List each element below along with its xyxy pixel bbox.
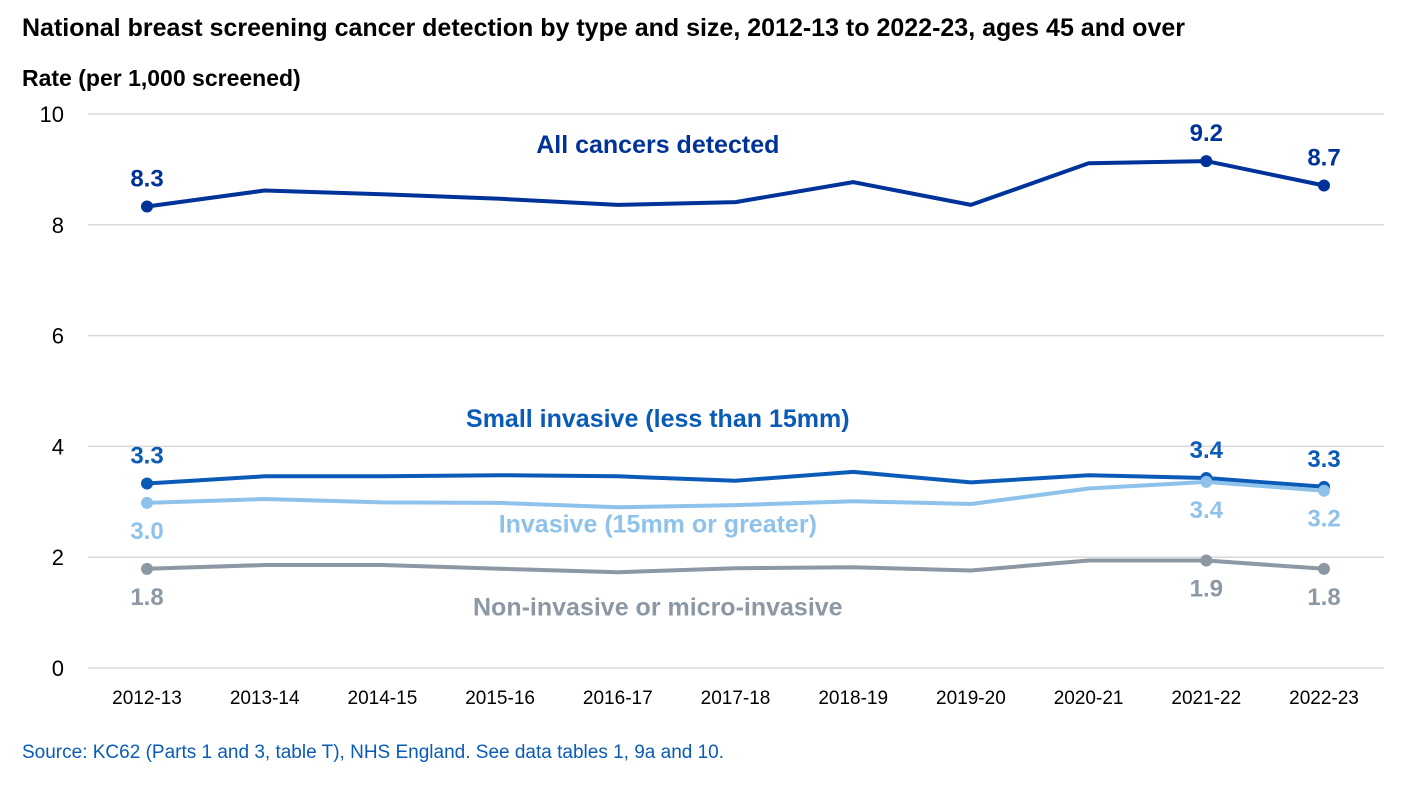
series-name-label: All cancers detected — [536, 131, 779, 159]
data-label: 9.2 — [1190, 120, 1223, 147]
x-tick-label: 2014-15 — [348, 688, 418, 709]
y-tick-label: 2 — [52, 545, 64, 570]
data-point — [1200, 554, 1213, 567]
source-note: Source: KC62 (Parts 1 and 3, table T), N… — [22, 742, 725, 763]
data-labels: 8.3 9.2 8.7 3.3 3.4 3.3 3.0 3.4 3.2 1.8 1.9 1.8 All … — [130, 120, 1340, 621]
data-point — [1318, 562, 1330, 575]
data-point — [141, 562, 153, 575]
x-tick-label: 2019-20 — [936, 688, 1006, 709]
x-tick-label: 2022-23 — [1289, 688, 1359, 709]
data-label: 3.2 — [1307, 506, 1340, 533]
data-point — [141, 496, 153, 509]
chart-title: National breast screening cancer detecti… — [22, 14, 1185, 42]
data-point — [141, 200, 153, 213]
data-label: 1.8 — [1307, 584, 1340, 611]
data-point — [1200, 475, 1213, 488]
series-line-3 — [145, 558, 1326, 575]
data-point — [1200, 155, 1213, 168]
y-axis-label: Rate (per 1,000 screened) — [22, 65, 301, 91]
series-markers — [141, 155, 1330, 575]
data-point — [1318, 484, 1330, 497]
x-tick-label: 2017-18 — [701, 688, 771, 709]
x-axis: 2012-13 2013-14 2014-15 2015-16 2016-17 2017-… — [112, 688, 1359, 709]
y-tick-label: 10 — [40, 102, 64, 127]
series-name-label: Non-invasive or micro-invasive — [473, 593, 843, 621]
y-tick-label: 6 — [52, 324, 64, 349]
data-label: 8.7 — [1307, 144, 1340, 171]
x-tick-label: 2021-22 — [1171, 688, 1241, 709]
y-axis: 0 2 4 6 8 10 — [40, 102, 64, 681]
x-tick-label: 2015-16 — [465, 688, 535, 709]
x-tick-label: 2016-17 — [583, 688, 653, 709]
y-tick-label: 4 — [52, 434, 64, 459]
data-label: 3.4 — [1190, 497, 1224, 524]
data-label: 8.3 — [130, 166, 163, 193]
x-tick-label: 2013-14 — [230, 688, 300, 709]
data-label: 1.9 — [1190, 576, 1223, 603]
data-point — [141, 477, 153, 490]
series-name-label: Small invasive (less than 15mm) — [466, 405, 850, 433]
x-tick-label: 2018-19 — [818, 688, 888, 709]
y-tick-label: 0 — [52, 656, 64, 681]
data-label: 3.0 — [130, 518, 163, 545]
data-label: 3.4 — [1190, 437, 1224, 464]
series-line-0 — [145, 159, 1326, 209]
data-point — [1318, 179, 1330, 192]
data-label: 3.3 — [130, 443, 163, 470]
series-line-1 — [145, 469, 1326, 489]
data-label: 3.3 — [1307, 446, 1340, 473]
x-tick-label: 2020-21 — [1054, 688, 1124, 709]
data-label: 1.8 — [130, 584, 163, 611]
series-name-label: Invasive (15mm or greater) — [499, 510, 817, 538]
x-tick-label: 2012-13 — [112, 688, 182, 709]
series-line-2 — [145, 479, 1326, 510]
series-lines — [145, 159, 1326, 575]
gridlines — [88, 113, 1384, 669]
y-tick-label: 8 — [52, 213, 64, 238]
